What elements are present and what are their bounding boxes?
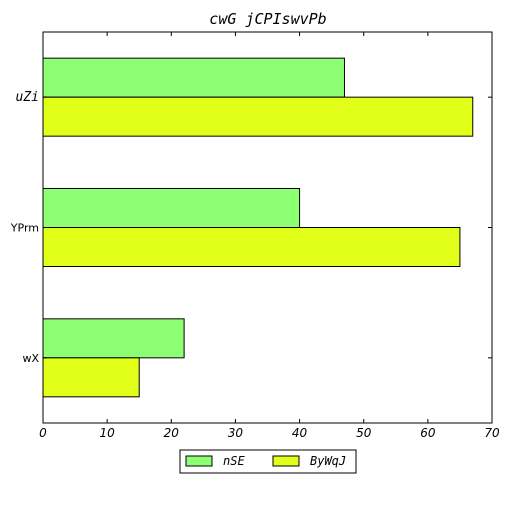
- legend: nSE ByWqJ: [180, 450, 356, 473]
- legend-label-ByWqJ: ByWqJ: [310, 454, 346, 468]
- chart-title: cwG jCPIswvPb: [209, 10, 326, 28]
- bar-nSE-YPrm: [43, 189, 300, 228]
- y-tick-label: YPrm: [10, 222, 39, 235]
- x-tick-label: 10: [100, 426, 116, 440]
- x-tick-label: 20: [164, 426, 180, 440]
- y-tick-label: wX: [22, 352, 39, 365]
- bar-ByWqJ-YPrm: [43, 228, 460, 267]
- x-tick-label: 50: [356, 426, 372, 440]
- legend-swatch-ByWqJ: [273, 456, 299, 466]
- y-tick-label: uZi: [16, 90, 39, 105]
- bar-nSE-uZi: [43, 58, 344, 97]
- x-tick-label: 0: [39, 426, 47, 440]
- bar-ByWqJ-wX: [43, 358, 139, 397]
- x-tick-label: 40: [292, 426, 308, 440]
- bar-ByWqJ-uZi: [43, 97, 473, 136]
- x-tick-label: 70: [484, 426, 500, 440]
- bar-nSE-wX: [43, 319, 184, 358]
- x-tick-label: 60: [420, 426, 436, 440]
- legend-label-nSE: nSE: [223, 454, 245, 468]
- plot-area: 0 10 20 30 40 50 60 70 uZi YPrm wX: [10, 32, 500, 440]
- x-tick-label: 30: [228, 426, 244, 440]
- legend-swatch-nSE: [186, 456, 212, 466]
